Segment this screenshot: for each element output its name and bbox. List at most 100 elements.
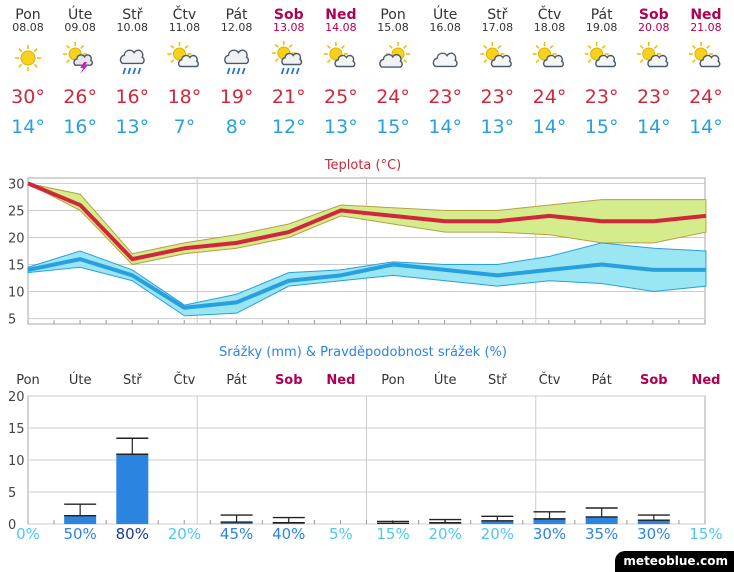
probability-label: 30% [637,525,670,543]
probability-label: 45% [220,525,253,543]
max-temperature-line [27,181,707,262]
max-temp-label: 23° [481,86,515,108]
max-temp-label: 18° [168,86,202,108]
sun-cloud-icon [636,42,669,68]
precipitation-bar [637,520,670,524]
min-temp-label: 14° [11,116,45,138]
probability-label: 20% [481,525,514,543]
max-temp-label: 25° [324,86,358,108]
temperature-plot: 30 25 20 15 10 5 [8,177,707,328]
probability-label: 35% [585,525,618,543]
date-label: 16.08 [429,21,461,34]
probability-label: 15% [376,525,409,543]
sun-cloud-rain-icon [271,41,303,75]
precipitation-day-label: Pon [381,373,405,388]
max-temp-label: 23° [428,86,462,108]
precipitation-tick-label: 0 [8,518,16,533]
min-temp-label: 13° [481,116,515,138]
cloud-rain-icon [119,49,145,75]
min-temp-label: 14° [689,116,723,138]
probability-label: 20% [168,525,201,543]
probability-label: 5% [329,525,353,543]
day-label: Pon [380,7,405,23]
cloud-rain-icon [224,49,249,75]
min-temp-label: 16° [63,116,97,138]
probability-label: 50% [63,525,96,543]
day-label: Stř [122,7,142,23]
date-label: 19.08 [586,21,618,34]
day-label: Pát [591,7,613,23]
min-temp-label: 14° [428,116,462,138]
precipitation-bar [116,454,149,524]
day-label: Ned [690,7,721,23]
sun-cloud-icon [688,42,721,68]
max-temp-label: 23° [637,86,671,108]
max-temp-label: 24° [533,86,567,108]
precipitation-title: Srážky (mm) & Pravděpodobnost srážek (%) [219,345,507,360]
day-label: Ned [325,7,356,23]
probability-label: 40% [272,525,305,543]
precipitation-bar [220,522,253,524]
sun-cloud-icon [323,42,356,68]
date-label: 11.08 [169,21,201,34]
date-label: 20.08 [638,21,670,34]
min-temp-label: 8° [226,116,248,138]
temperature-tick-label: 25 [8,204,25,219]
temperature-tick-label: 30 [8,177,25,192]
probability-label: 20% [429,525,462,543]
precipitation-day-label: Stř [488,373,507,388]
date-label: 17.08 [482,21,514,34]
date-label: 18.08 [534,21,566,34]
precipitation-bar [64,515,97,524]
precipitation-day-label: Pon [16,373,40,388]
date-label: 14.08 [325,21,357,34]
min-temp-label: 14° [533,116,567,138]
precipitation-bar [585,516,618,524]
date-label: 13.08 [273,21,305,34]
min-temp-label: 13° [115,116,149,138]
probability-label: 80% [116,525,149,543]
precipitation-bar [533,518,566,524]
probability-label: 0% [16,525,40,543]
precipitation-day-label: Čtv [174,372,196,388]
max-temp-label: 24° [689,86,723,108]
temperature-tick-label: 15 [8,259,25,274]
sun-cloud-icon [167,42,199,68]
date-label: 21.08 [690,21,722,34]
precipitation-tick-label: 20 [8,390,25,405]
precipitation-day-label: Stř [123,373,142,388]
max-temp-label: 23° [585,86,619,108]
max-temp-label: 24° [376,86,410,108]
temperature-title: Teplota (°C) [324,158,401,173]
min-temp-label: 15° [376,116,410,138]
max-temp-label: 21° [272,86,306,108]
precipitation-tick-label: 10 [8,454,25,469]
max-temp-label: 16° [115,86,149,108]
precipitation-day-label: Sob [640,373,668,388]
max-temp-label: 19° [220,86,254,108]
min-temperature-line [27,257,706,310]
min-temp-label: 13° [324,116,358,138]
day-label: Pát [226,7,248,23]
min-temp-label: 14° [637,116,671,138]
precipitation-day-label: Pát [591,373,611,388]
precipitation-day-label: Sob [275,373,303,388]
max-temp-label: 30° [11,86,45,108]
precipitation-tick-label: 5 [8,486,16,501]
probability-label: 30% [533,525,566,543]
day-label: Čtv [538,5,562,23]
date-label: 15.08 [377,21,409,34]
precipitation-tick-label: 15 [8,422,25,437]
sun-cloud-icon [584,42,617,68]
temperature-tick-label: 5 [8,313,16,328]
day-label: Sob [639,7,669,23]
sun-cloud-icon [532,42,564,68]
date-label: 09.08 [64,21,96,34]
precipitation-day-label: Pát [226,373,246,388]
min-temp-label: 12° [272,116,306,138]
min-temp-label: 7° [174,116,196,138]
day-label: Úte [433,5,457,23]
precipitation-day-label: Ned [326,373,355,388]
day-label: Pon [15,7,40,23]
